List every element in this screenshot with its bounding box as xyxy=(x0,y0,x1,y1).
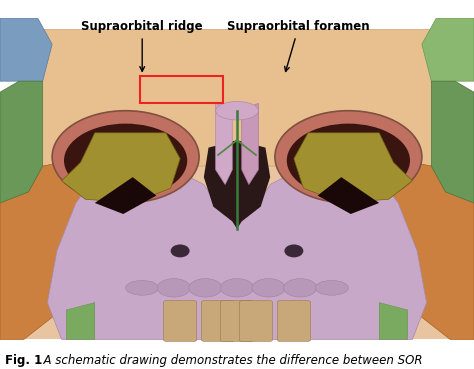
Polygon shape xyxy=(95,177,156,214)
Polygon shape xyxy=(19,30,455,166)
Polygon shape xyxy=(216,103,232,184)
Polygon shape xyxy=(318,177,379,214)
FancyBboxPatch shape xyxy=(239,301,273,341)
FancyBboxPatch shape xyxy=(164,301,197,341)
Polygon shape xyxy=(431,81,474,203)
Ellipse shape xyxy=(283,279,317,297)
Text: Fig. 1: Fig. 1 xyxy=(5,354,42,367)
Ellipse shape xyxy=(275,111,422,203)
Ellipse shape xyxy=(126,280,159,295)
Ellipse shape xyxy=(252,279,285,297)
Ellipse shape xyxy=(287,124,410,197)
Polygon shape xyxy=(218,148,256,196)
Polygon shape xyxy=(379,162,474,339)
Polygon shape xyxy=(62,133,180,203)
Polygon shape xyxy=(0,18,52,81)
Polygon shape xyxy=(294,133,412,203)
Ellipse shape xyxy=(52,111,199,203)
FancyBboxPatch shape xyxy=(201,301,235,341)
FancyBboxPatch shape xyxy=(277,301,310,341)
Ellipse shape xyxy=(315,280,348,295)
Ellipse shape xyxy=(171,245,190,258)
Ellipse shape xyxy=(189,279,222,297)
Polygon shape xyxy=(422,18,474,81)
Polygon shape xyxy=(0,81,43,203)
Text: A schematic drawing demonstrates the difference between SOR: A schematic drawing demonstrates the dif… xyxy=(36,354,422,367)
Polygon shape xyxy=(66,303,95,339)
Polygon shape xyxy=(379,303,408,339)
Bar xyxy=(19,30,455,339)
Polygon shape xyxy=(204,140,270,229)
Ellipse shape xyxy=(284,245,303,258)
Polygon shape xyxy=(242,103,258,184)
Ellipse shape xyxy=(157,279,191,297)
Polygon shape xyxy=(47,170,427,339)
Text: Supraorbital foramen: Supraorbital foramen xyxy=(228,20,370,72)
Ellipse shape xyxy=(220,279,254,297)
FancyBboxPatch shape xyxy=(220,301,254,341)
Ellipse shape xyxy=(216,101,258,120)
Polygon shape xyxy=(0,162,95,339)
Text: Supraorbital ridge: Supraorbital ridge xyxy=(82,20,203,71)
Ellipse shape xyxy=(64,124,187,197)
Bar xyxy=(140,76,223,103)
